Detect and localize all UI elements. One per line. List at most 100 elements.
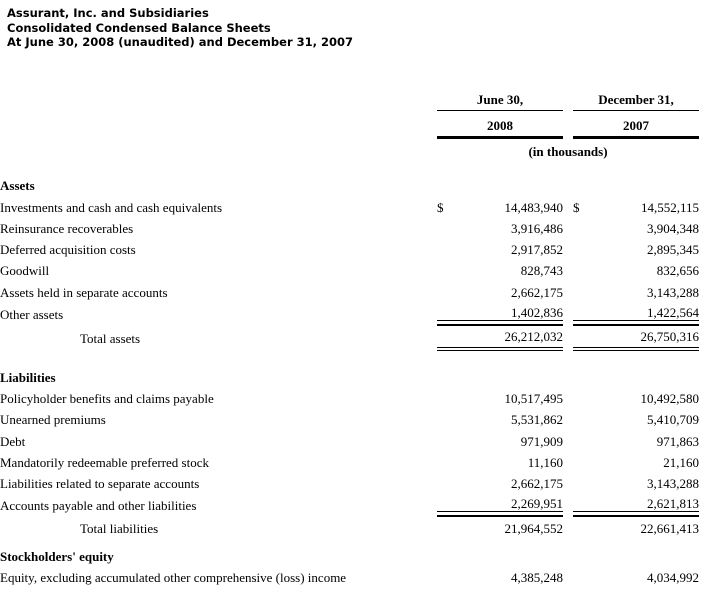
table-row: Reinsurance recoverables 3,916,486 3,904,3… [0,218,699,239]
spacer-row [0,539,699,546]
currency-symbol: $ [573,199,580,215]
table-row: Deferred acquisition costs 2,917,852 2,895… [0,239,699,260]
column-header-col1-year: 2008 [437,110,563,139]
column-gap-cell [563,303,573,325]
amount-cell: 22,661,413 [573,515,699,539]
column-gap-cell [563,567,573,588]
table-row: Debt 971,909 971,863 [0,430,699,451]
amount-cell: 10,517,495 [504,390,564,406]
amount-cell [437,546,563,567]
amount-cell [437,366,563,387]
amount-cell: 4,385,248 [511,570,563,586]
amount-cell: 4,034,992 [647,570,699,586]
amount-cell: 5,531,862 [511,412,563,428]
amount-cell: 11,160 [527,454,563,470]
amount-cell: 2,662,175 [511,476,563,492]
row-label: Reinsurance recoverables [0,220,134,236]
column-header-col2-year: 2007 [573,110,699,139]
column-gap-cell [563,388,573,409]
title-company: Assurant, Inc. and Subsidiaries [7,6,209,20]
amount-cell: 26,750,316 [573,324,699,352]
column-gap-cell [563,409,573,430]
row-label: Equity, excluding accumulated other comp… [0,570,347,586]
row-label: Stockholders' equity [0,549,114,565]
spacer-cell [0,539,699,546]
amount-cell [573,546,699,567]
amount-cell: 14,552,115 [640,199,699,215]
column-header-col2-month: December 31, [573,84,699,111]
amount-cell [573,366,699,387]
title-statement: Consolidated Condensed Balance Sheets [7,20,271,35]
units-note: (in thousands) [528,144,608,159]
row-label: Liabilities related to separate accounts [0,476,200,492]
row-label: Assets held in separate accounts [0,284,168,300]
row-label: Accounts payable and other liabilities [0,498,197,514]
table-row: Equity, excluding accumulated other comp… [0,567,699,588]
column-header-col1-month: June 30, [437,84,563,111]
table-row: Goodwill 828,743 832,656 [0,260,699,281]
column-gap-cell [563,430,573,451]
amount-cell: 2,895,345 [647,242,699,258]
column-gap-cell [563,494,573,516]
underlined-amount: 1,422,564 [573,306,699,322]
currency-symbol: $ [437,199,444,215]
table-row: Other assets 1,402,836 1,422,564 [0,303,699,325]
amount-cell: 1,402,836 [437,303,563,325]
table-row: Unearned premiums 5,531,862 5,410,709 [0,409,699,430]
column-gap-cell [563,588,573,592]
column-gap-cell [563,473,573,494]
table-row: Accumulated other comprehensive (loss) i… [0,588,699,592]
header-gap-cell [563,84,573,111]
underlined-amount: 1,402,836 [437,306,563,322]
row-label: Total assets [80,331,141,347]
table-row: Assets held in separate accounts 2,662,17… [0,281,699,302]
header-year-row: 2008 2007 [0,110,699,139]
amount-cell: 2,621,813 [573,494,699,516]
table-row: Investments and cash and cash equivalent… [0,196,699,217]
header-empty-cell [0,111,437,138]
title-dates: At June 30, 2008 (unaudited) and Decembe… [7,35,353,50]
amount-cell: 3,143,288 [647,284,699,300]
header-units-row: (in thousands) [0,138,699,163]
amount-cell: 53,911 [573,588,699,592]
column-gap-cell [563,546,573,567]
amount-cell: 21,964,552 [437,515,563,539]
row-label: Goodwill [0,263,50,279]
amount-cell: 2,662,175 [511,284,563,300]
row-label: Debt [0,433,26,449]
underlined-amount: 2,621,813 [573,497,699,513]
amount-cell: 3,143,288 [647,476,699,492]
spacer-cell [0,349,699,366]
header-empty-cell [0,84,437,111]
spacer-row [0,162,699,175]
document-title: Assurant, Inc. and Subsidiaries Consolid… [7,6,353,50]
column-gap-cell [563,366,573,387]
row-label: Liabilities [0,369,56,385]
amount-cell: 828,743 [520,263,563,279]
spacer-row [0,349,699,366]
row-label: Assets [0,178,35,194]
table-row: Assets [0,175,699,196]
column-gap-cell [563,260,573,281]
header-gap-cell [563,111,573,138]
amount-cell: 5,410,709 [647,412,699,428]
table-row: Liabilities related to separate accounts… [0,473,699,494]
column-gap-cell [563,516,573,538]
row-label: Other assets [0,307,64,323]
amount-cell: 3,904,348 [647,220,699,236]
column-gap-cell [563,175,573,196]
amount-cell: 10,492,580 [640,390,700,406]
row-label: Mandatorily redeemable preferred stock [0,454,209,470]
amount-cell: 14,483,940 [504,199,564,215]
row-label: Unearned premiums [0,412,106,428]
header-month-row: June 30, December 31, [0,84,699,111]
amount-cell: 3,916,486 [511,220,563,236]
row-label: Total liabilities [80,520,159,536]
amount-cell: 1,422,564 [573,303,699,325]
table-row: Stockholders' equity [0,546,699,567]
column-gap-cell [563,281,573,302]
balance-sheet-header: June 30, December 31, 2008 2007 (in thou… [0,84,699,175]
amount-cell: 2,917,852 [511,242,563,258]
amount-cell [437,175,563,196]
